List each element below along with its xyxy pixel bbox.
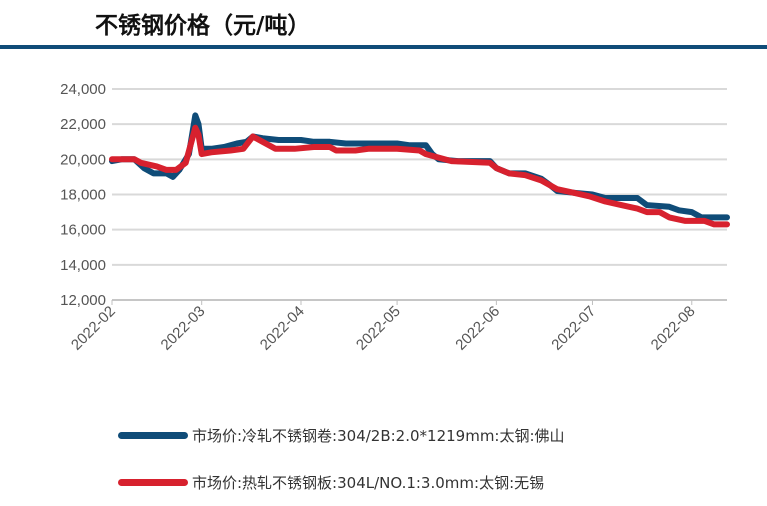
- x-tick-label: 2022-02: [68, 303, 119, 354]
- y-tick-label: 24,000: [60, 81, 106, 98]
- x-tick-label: 2022-05: [353, 303, 404, 354]
- y-tick-label: 20,000: [60, 151, 106, 168]
- legend-label: 市场价:热轧不锈钢板:304L/NO.1:3.0mm:太钢:无锡: [192, 474, 545, 492]
- x-tick-label: 2022-08: [648, 303, 699, 354]
- x-tick-label: 2022-07: [548, 303, 599, 354]
- y-tick-label: 22,000: [60, 116, 106, 133]
- legend-item-hot-rolled: 市场价:热轧不锈钢板:304L/NO.1:3.0mm:太钢:无锡: [118, 472, 544, 493]
- y-tick-label: 18,000: [60, 187, 106, 204]
- legend-swatch: [118, 479, 188, 486]
- y-tick-label: 12,000: [60, 292, 106, 309]
- legend-swatch: [118, 432, 188, 439]
- x-tick-label: 2022-06: [452, 303, 503, 354]
- legend-item-cold-rolled: 市场价:冷轧不锈钢卷:304/2B:2.0*1219mm:太钢:佛山: [118, 425, 565, 446]
- x-tick-label: 2022-04: [257, 303, 308, 354]
- y-tick-label: 14,000: [60, 257, 106, 274]
- y-tick-label: 16,000: [60, 222, 106, 239]
- series-line-1: [109, 124, 730, 228]
- series-line-0: [109, 112, 730, 221]
- chart-title: 不锈钢价格（元/吨）: [95, 13, 311, 39]
- x-tick-label: 2022-03: [158, 303, 209, 354]
- legend-label: 市场价:冷轧不锈钢卷:304/2B:2.0*1219mm:太钢:佛山: [192, 427, 565, 445]
- title-divider: [0, 45, 767, 49]
